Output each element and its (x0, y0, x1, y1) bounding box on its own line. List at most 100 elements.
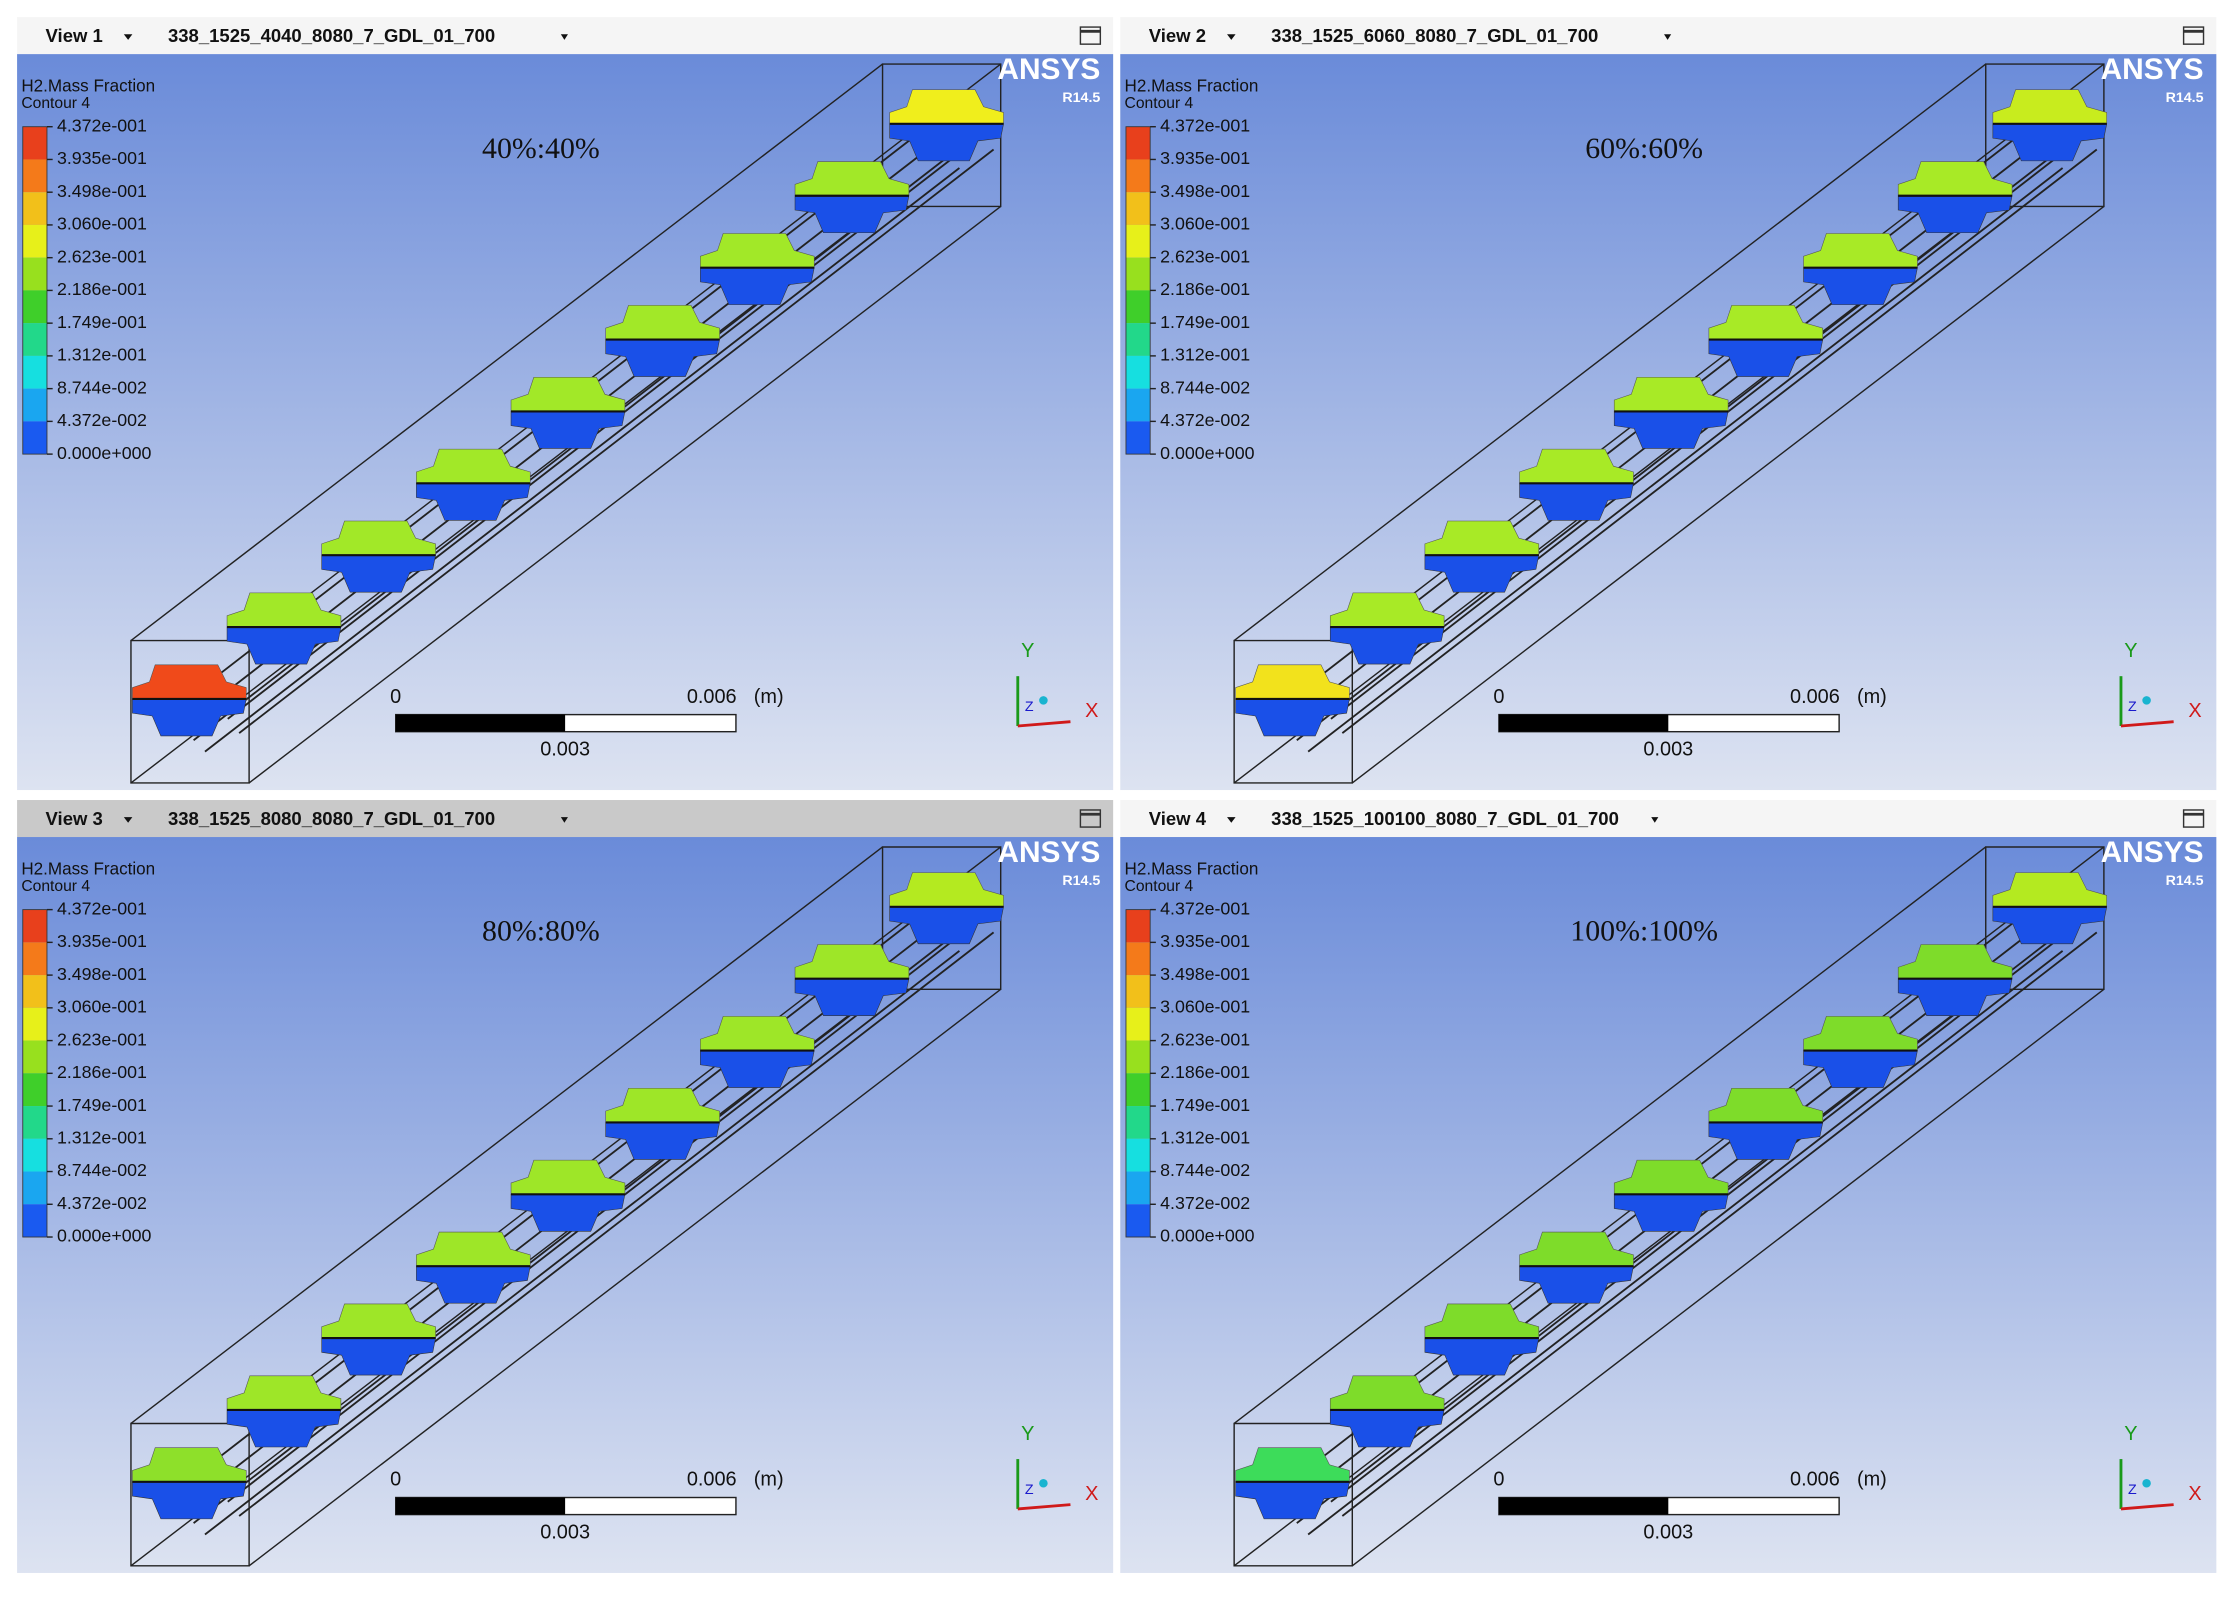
logo: ANSYS (2101, 836, 2204, 869)
maximize-button[interactable] (2182, 809, 2205, 828)
contour-bottom (794, 978, 910, 1016)
axis-y-label: Y (1021, 640, 1034, 662)
legend-label: 8.744e-002 (1160, 1160, 1250, 1180)
contour-bottom (321, 554, 436, 593)
colorbar-segment (22, 159, 47, 193)
maximize-button[interactable] (1079, 809, 1102, 828)
annotation: 60%:60% (1585, 132, 1703, 165)
contour-bottom (510, 1194, 626, 1232)
contour-bottom (1897, 195, 2013, 234)
legend-title: H2.Mass Fraction (21, 76, 155, 95)
legend-label: 2.186e-001 (1160, 1062, 1250, 1082)
axis-z (2142, 1479, 2151, 1488)
legend-label: 4.372e-001 (57, 898, 147, 918)
colorbar-segment (1125, 909, 1151, 943)
contour-bottom (700, 267, 815, 305)
legend-label: 4.372e-002 (57, 1193, 147, 1213)
contour-bottom (226, 626, 342, 665)
contour-bottom (1803, 267, 1918, 305)
contour-bottom (1235, 1481, 1350, 1520)
legend-label: 4.372e-002 (57, 410, 147, 430)
colorbar-segment (22, 1007, 47, 1041)
colorbar-segment (22, 1040, 47, 1074)
file-name[interactable]: 338_1525_4040_8080_7_GDL_01_700 (168, 25, 495, 46)
colorbar-segment (1125, 942, 1151, 976)
legend-label: 3.498e-001 (57, 181, 147, 201)
contour-bottom (1803, 1050, 1918, 1088)
legend-subtitle: Contour 4 (1125, 878, 1194, 895)
file-name[interactable]: 338_1525_100100_8080_7_GDL_01_700 (1271, 808, 1619, 829)
file-name[interactable]: 338_1525_6060_8080_7_GDL_01_700 (1271, 25, 1598, 46)
axis-y-label: Y (2124, 640, 2137, 662)
axis-y-label: Y (2124, 1423, 2137, 1445)
contour-bottom (1235, 698, 1350, 737)
channel-line (1307, 950, 2064, 1536)
legend-label: 1.749e-001 (57, 1095, 147, 1115)
dropdown-arrow[interactable] (1651, 817, 1659, 823)
axis-z (1039, 1479, 1048, 1488)
view-title[interactable]: View 3 (46, 808, 103, 829)
box-edge (1351, 205, 2105, 784)
scale-unit: (m) (754, 686, 784, 708)
scale-mid: 0.003 (540, 1521, 590, 1543)
legend-subtitle: Contour 4 (21, 95, 90, 112)
legend-label: 3.498e-001 (1160, 964, 1250, 984)
scale-start: 0 (1493, 686, 1504, 708)
colorbar-segment (1125, 421, 1151, 455)
axis-z-label: Z (2128, 699, 2137, 715)
colorbar-segment (22, 421, 47, 455)
colorbar-segment (22, 323, 47, 356)
contour-bottom (226, 1409, 342, 1448)
legend-label: 1.312e-001 (57, 1128, 147, 1148)
colorbar-segment (1125, 224, 1151, 258)
colorbar-segment (22, 1073, 47, 1107)
file-name[interactable]: 338_1525_8080_8080_7_GDL_01_700 (168, 808, 495, 829)
legend-label: 2.623e-001 (57, 246, 147, 266)
dropdown-arrow[interactable] (1227, 34, 1236, 40)
view-title[interactable]: View 1 (46, 25, 103, 46)
scale-bar-fill (395, 1497, 566, 1515)
legend-label: 1.312e-001 (57, 345, 147, 365)
dropdown-arrow[interactable] (560, 817, 568, 823)
colorbar-segment (22, 942, 47, 976)
scale-unit: (m) (1857, 686, 1887, 708)
axis-x (2120, 1503, 2174, 1511)
dropdown-arrow[interactable] (123, 817, 133, 823)
dropdown-arrow[interactable] (1227, 817, 1236, 823)
dropdown-arrow[interactable] (560, 34, 568, 40)
legend-label: 8.744e-002 (57, 1160, 147, 1180)
axis-x-label: X (2188, 1483, 2201, 1505)
dropdown-arrow[interactable] (123, 34, 133, 40)
scale-bar-fill (1498, 1497, 1669, 1515)
colorbar-segment (1125, 126, 1151, 160)
legend-label: 3.935e-001 (1160, 148, 1250, 168)
colorbar-segment (22, 909, 47, 943)
view-title[interactable]: View 4 (1149, 808, 1207, 829)
contour-bottom (1708, 1122, 1824, 1160)
colorbar-segment (22, 1106, 47, 1139)
maximize-button[interactable] (1079, 26, 1102, 45)
contour-bottom (416, 1265, 531, 1304)
legend-title: H2.Mass Fraction (21, 859, 155, 878)
axis-z (2142, 696, 2151, 705)
channel-line (1307, 167, 2064, 753)
colorbar-segment (1125, 257, 1151, 291)
colorbar-segment (1125, 192, 1151, 225)
legend-label: 0.000e+000 (1160, 1226, 1255, 1246)
box-edge (1351, 988, 2105, 1567)
colorbar-segment (22, 257, 47, 291)
view-title[interactable]: View 2 (1149, 25, 1206, 46)
maximize-button[interactable] (2182, 26, 2205, 45)
legend-label: 3.060e-001 (57, 997, 147, 1017)
colorbar-segment (1125, 1106, 1151, 1139)
colorbar-segment (22, 1138, 47, 1172)
logo: ANSYS (997, 836, 1100, 869)
contour-bottom (700, 1050, 815, 1088)
legend-label: 4.372e-002 (1160, 410, 1250, 430)
contour-bottom (1329, 1409, 1445, 1448)
dropdown-arrow[interactable] (1664, 34, 1672, 40)
colorbar-segment (1125, 1204, 1151, 1238)
contour-bottom (889, 906, 1004, 945)
legend-label: 0.000e+000 (57, 1226, 152, 1246)
logo-version: R14.5 (2166, 90, 2204, 106)
